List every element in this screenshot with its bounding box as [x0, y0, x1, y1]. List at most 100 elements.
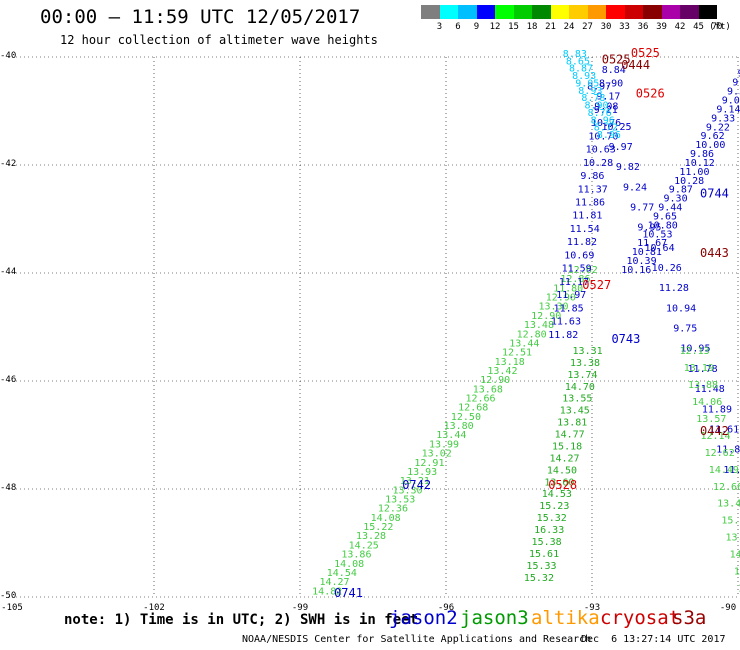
- swh-value-jason2: 11.87: [723, 465, 740, 476]
- pass-label: 0527: [582, 278, 611, 292]
- swh-value-jason3: 13.88: [688, 380, 718, 391]
- swh-value-jason3: 14.23: [730, 550, 740, 561]
- legend-label: 15: [508, 22, 519, 32]
- legend-label: 27: [582, 22, 593, 32]
- swh-value-jason3: 11.80: [553, 283, 583, 294]
- swh-value-altika: 8.96: [597, 130, 621, 141]
- y-tick-label: -42: [0, 159, 17, 169]
- swh-value-jason2: 9.65: [653, 211, 677, 222]
- swh-value-altika: 8.72: [594, 123, 618, 134]
- legend-swatch: [680, 5, 699, 19]
- note-text: note: 1) Time is in UTC; 2) SWH is in fe…: [64, 612, 419, 628]
- swh-value-jason3: 14.25: [349, 540, 379, 551]
- pass-label: 0528: [548, 478, 577, 492]
- legend-swatch: [624, 5, 643, 19]
- swh-value-jason2: 9.21: [594, 105, 618, 116]
- swh-value-jason3: 13.02: [422, 449, 452, 460]
- pass-label: 0443: [700, 246, 729, 260]
- swh-value-jason2: 10.64: [645, 243, 675, 254]
- legend-label: 33: [619, 22, 630, 32]
- swh-value-jason3: 13.38: [570, 358, 600, 369]
- swh-value-jason3: 15.32: [738, 584, 740, 595]
- legend-swatch: [421, 5, 440, 19]
- swh-value-jason3: 13.31: [573, 346, 603, 357]
- swh-value-jason2: 10.95: [680, 344, 710, 355]
- swh-value-altika: 8.96: [591, 115, 615, 126]
- swh-value-jason2: 9.08: [722, 95, 740, 106]
- swh-value-jason2: 10.70: [588, 131, 618, 142]
- swh-value-jason2: 9.33: [711, 113, 735, 124]
- swh-value-jason2: 10.69: [564, 250, 594, 261]
- pass-label: 0525: [602, 52, 631, 66]
- legend-swatch: [587, 5, 606, 19]
- swh-value-jason2: 11.37: [578, 184, 608, 195]
- legend-swatch: [643, 5, 662, 19]
- swh-value-jason3: 14.27: [549, 453, 579, 464]
- swh-value-jason2: 11.82: [567, 237, 597, 248]
- satellite-name-cryosat: cryosat: [600, 607, 681, 629]
- swh-value-jason3: 12.68: [458, 403, 488, 414]
- swh-value-jason2: 9.86: [690, 149, 714, 160]
- chart-title: 00:00 – 11:59 UTC 12/05/2017: [40, 6, 361, 28]
- swh-value-jason3: 14.07: [734, 567, 740, 578]
- swh-value-jason3: 13.30: [538, 302, 568, 313]
- swh-value-jason2: 11.78: [688, 364, 718, 375]
- swh-value-jason3: 14.27: [319, 577, 349, 588]
- swh-value-jason3: 13.74: [567, 370, 597, 381]
- legend-swatch: [458, 5, 477, 19]
- legend-swatch: [569, 5, 588, 19]
- legend-swatch: [495, 5, 514, 19]
- swh-value-jason2: 10.53: [642, 229, 672, 240]
- swh-value-jason2: 10.81: [632, 247, 662, 258]
- swh-value-jason2: 10.28: [674, 176, 704, 187]
- satellite-name-s3a: s3a: [672, 607, 707, 629]
- swh-value-jason2: 11.85: [554, 303, 584, 314]
- swh-value-jason2: 9.17: [596, 92, 620, 103]
- x-tick-label: -90: [719, 603, 737, 613]
- swh-value-jason3: 13.30: [392, 485, 422, 496]
- swh-value-jason2: 9.95: [637, 223, 661, 234]
- swh-value-jason3: 15.23: [539, 501, 569, 512]
- swh-value-altika: 8.65: [566, 56, 590, 67]
- swh-value-jason2: 10.28: [583, 158, 613, 169]
- legend-label: 21: [545, 22, 556, 32]
- y-tick-label: -50: [0, 591, 17, 601]
- swh-value-jason3: 15.32: [537, 513, 567, 524]
- swh-value-jason2: 10.25: [601, 122, 631, 133]
- swh-value-jason3: 12.91: [414, 458, 444, 469]
- swh-value-jason3: 15.22: [363, 522, 393, 533]
- swh-value-jason2: 11.54: [570, 224, 600, 235]
- swh-value-jason2: 11.80: [716, 445, 740, 456]
- swh-value-jason3: 12.13: [680, 346, 710, 357]
- swh-value-jason3: 13.60: [544, 477, 574, 488]
- swh-value-jason3: 12.66: [713, 482, 740, 493]
- pass-label: 0525: [631, 46, 660, 60]
- swh-value-jason3: 14.77: [555, 430, 585, 441]
- swh-value-jason2: 9.30: [664, 194, 688, 205]
- swh-value-jason3: 13.43: [717, 499, 740, 510]
- swh-value-jason3: 13.19: [684, 363, 714, 374]
- swh-value-jason3: 12.90: [531, 311, 561, 322]
- swh-value-jason3: 16.33: [534, 525, 564, 536]
- swh-value-jason3: 15.78: [721, 516, 740, 527]
- swh-value-jason2: 11.28: [659, 283, 689, 294]
- legend-swatch: [550, 5, 569, 19]
- swh-value-jason2: 11.00: [679, 167, 709, 178]
- pass-label: 0743: [611, 332, 640, 346]
- swh-value-jason2: 9.87: [669, 185, 693, 196]
- swh-value-jason2: 11.61: [709, 424, 739, 435]
- swh-value-jason2: 10.00: [695, 140, 725, 151]
- legend-label: 39: [656, 22, 667, 32]
- swh-value-altika: 8.93: [572, 71, 596, 82]
- swh-value-jason2: 10.39: [626, 256, 656, 267]
- x-tick-label: -102: [143, 603, 165, 613]
- swh-value-jason3: 14.82: [312, 586, 342, 597]
- swh-value-altika: 8.76: [588, 108, 612, 119]
- swh-value-jason2: 11.48: [695, 384, 725, 395]
- swh-value-jason2: 9.97: [609, 142, 633, 153]
- legend-label: 70: [711, 22, 723, 32]
- swh-value-jason3: 13.80: [444, 421, 474, 432]
- x-tick-label: -93: [583, 603, 601, 613]
- swh-value-altika: 9.05: [575, 78, 599, 89]
